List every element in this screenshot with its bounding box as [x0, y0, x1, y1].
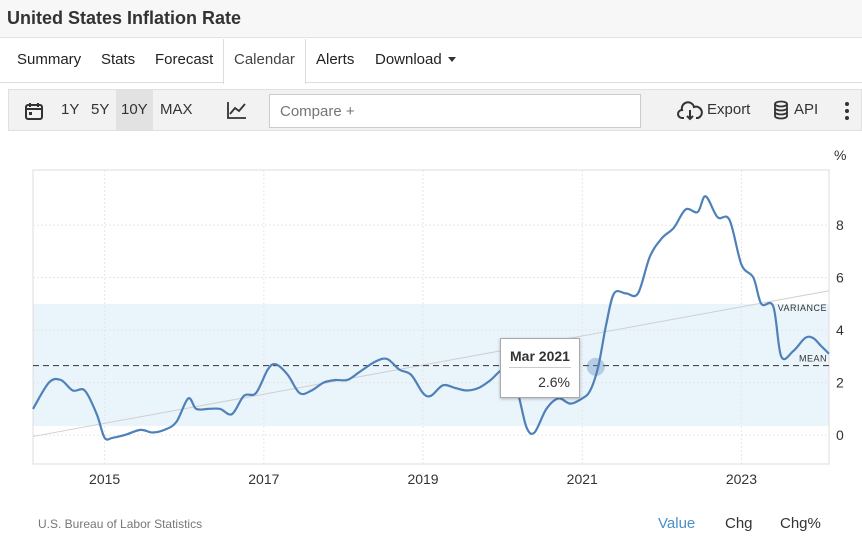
mode-value-button[interactable]: Value: [658, 515, 696, 532]
caret-down-icon: [447, 56, 456, 62]
y-tick-label: 0: [836, 427, 844, 443]
inflation-line-chart[interactable]: 0 2 4 6 8% 2015 2017 2019 2021 2023 MEAN VARIANCE: [8, 132, 862, 512]
trend-line: [32, 290, 830, 437]
variance-band: [33, 303, 829, 426]
tab-alerts[interactable]: Alerts: [316, 51, 355, 68]
line-chart-icon[interactable]: [226, 100, 248, 120]
x-tick-label: 2023: [726, 471, 757, 487]
chart-area: 0 2 4 6 8% 2015 2017 2019 2021 2023 MEAN VARIANCE: [8, 132, 862, 544]
tab-forecast[interactable]: Forecast: [155, 51, 214, 68]
y-tick-label: 2: [836, 375, 844, 391]
plot-frame: [32, 169, 830, 465]
x-tick-label: 2019: [407, 471, 438, 487]
x-tick-label: 2017: [248, 471, 279, 487]
mean-label: MEAN: [799, 354, 827, 364]
mode-chg-button[interactable]: Chg: [725, 515, 753, 532]
tab-stats[interactable]: Stats: [101, 51, 136, 68]
x-tick-label: 2021: [567, 471, 598, 487]
calendar-icon[interactable]: [24, 101, 44, 121]
page-title: United States Inflation Rate: [7, 8, 242, 28]
y-tick-label: 4: [836, 322, 844, 338]
tab-download-label: Download: [375, 51, 442, 68]
chart-toolbar: 1Y 5Y 10Y MAX Export API: [8, 89, 862, 131]
mode-chg-pct-button[interactable]: Chg%: [780, 515, 821, 532]
chart-tooltip: Mar 2021 2.6%: [500, 338, 580, 398]
compare-input[interactable]: [269, 94, 641, 128]
tooltip-date: Mar 2021: [510, 348, 570, 364]
inflation-series-line: [32, 195, 830, 441]
kebab-menu-icon[interactable]: [844, 101, 850, 121]
range-10y[interactable]: 10Y: [116, 90, 153, 130]
database-icon[interactable]: [773, 100, 789, 120]
range-max[interactable]: MAX: [160, 101, 193, 118]
api-button[interactable]: API: [794, 101, 819, 118]
title-bar: United States Inflation Rate: [0, 0, 862, 38]
cloud-download-icon[interactable]: [677, 101, 703, 121]
tooltip-value: 2.6%: [538, 374, 570, 390]
tab-summary[interactable]: Summary: [17, 51, 82, 68]
y-unit-label: %: [834, 147, 846, 163]
hover-marker: [586, 357, 605, 376]
tooltip-divider: [509, 367, 571, 368]
tab-calendar[interactable]: Calendar: [223, 39, 306, 84]
export-button[interactable]: Export: [707, 101, 751, 118]
tab-bar: Summary Stats Forecast Calendar Alerts D…: [0, 39, 862, 84]
data-source: U.S. Bureau of Labor Statistics: [38, 517, 203, 531]
x-tick-label: 2015: [89, 471, 120, 487]
range-1y[interactable]: 1Y: [61, 101, 80, 118]
tab-download[interactable]: Download: [365, 39, 466, 83]
range-5y[interactable]: 5Y: [91, 101, 110, 118]
y-tick-label: 6: [836, 270, 844, 286]
y-tick-label: 8: [836, 217, 844, 233]
variance-label: VARIANCE: [778, 303, 827, 313]
